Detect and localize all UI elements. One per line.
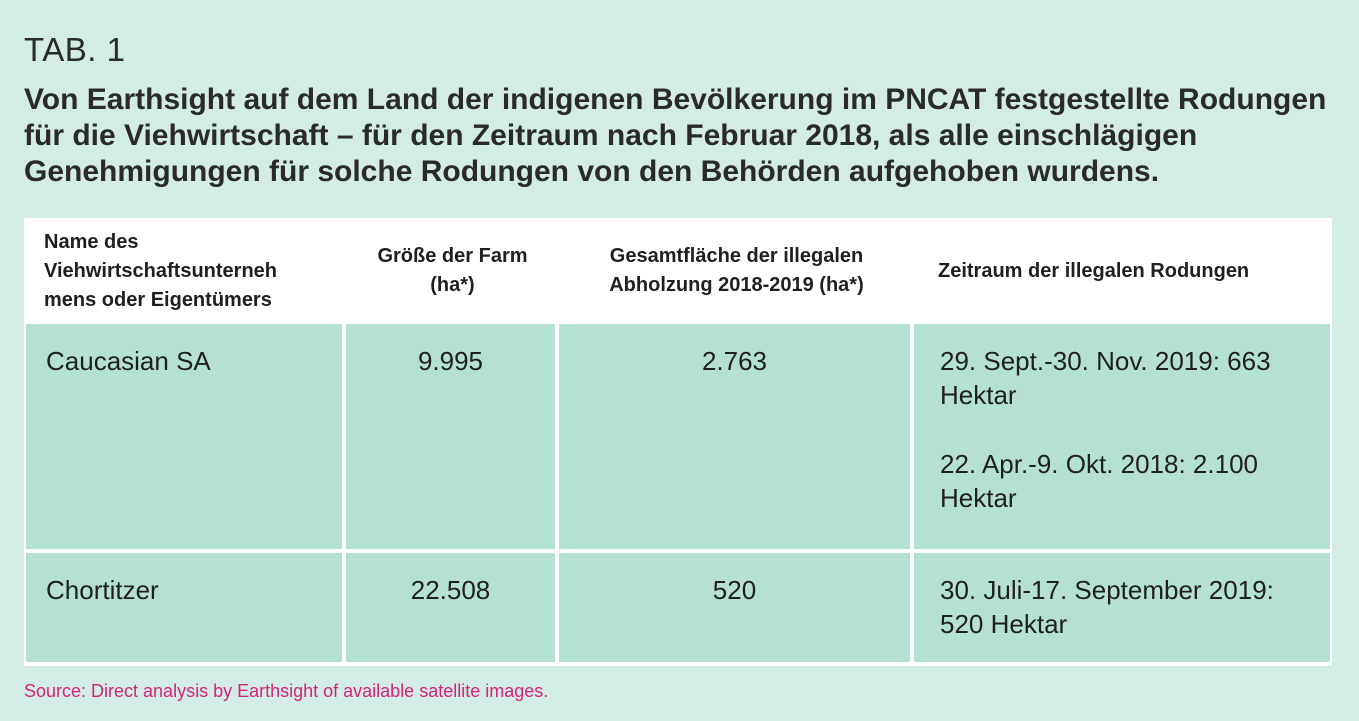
table-title: Von Earthsight auf dem Land der indigene… <box>24 83 1327 188</box>
cell-illegal-area: 520 <box>559 553 914 666</box>
cell-illegal-area: 2.763 <box>559 324 914 553</box>
cell-period: 30. Juli-17. September 2019: 520 Hektar <box>914 553 1332 666</box>
cell-farm-size: 9.995 <box>346 324 559 553</box>
cell-company-name: Caucasian SA <box>24 324 346 553</box>
period-entry: 30. Juli-17. September 2019: 520 Hektar <box>940 575 1274 639</box>
column-header-illegal-area: Gesamtfläche der illegalen Abholzung 201… <box>559 218 914 324</box>
cell-farm-size: 22.508 <box>346 553 559 666</box>
source-note: Source: Direct analysis by Earthsight of… <box>24 681 549 701</box>
header-row: Name des Viehwirtschaftsunterneh mens od… <box>24 218 1332 324</box>
table-number-label: TAB. 1 <box>24 31 126 68</box>
period-entry: 22. Apr.-9. Okt. 2018: 2.100 Hektar <box>940 449 1258 513</box>
data-table: Name des Viehwirtschaftsunterneh mens od… <box>24 218 1332 666</box>
table-row: Caucasian SA 9.995 2.763 29. Sept.-30. N… <box>24 324 1332 553</box>
cell-period: 29. Sept.-30. Nov. 2019: 663 Hektar 22. … <box>914 324 1332 553</box>
cell-company-name: Chortitzer <box>24 553 346 666</box>
column-header-company: Name des Viehwirtschaftsunterneh mens od… <box>24 218 346 324</box>
column-header-farm-size: Größe der Farm (ha*) <box>346 218 559 324</box>
period-entry: 29. Sept.-30. Nov. 2019: 663 Hektar <box>940 346 1271 410</box>
column-header-period: Zeitraum der illegalen Rodungen <box>914 218 1332 324</box>
table-row: Chortitzer 22.508 520 30. Juli-17. Septe… <box>24 553 1332 666</box>
